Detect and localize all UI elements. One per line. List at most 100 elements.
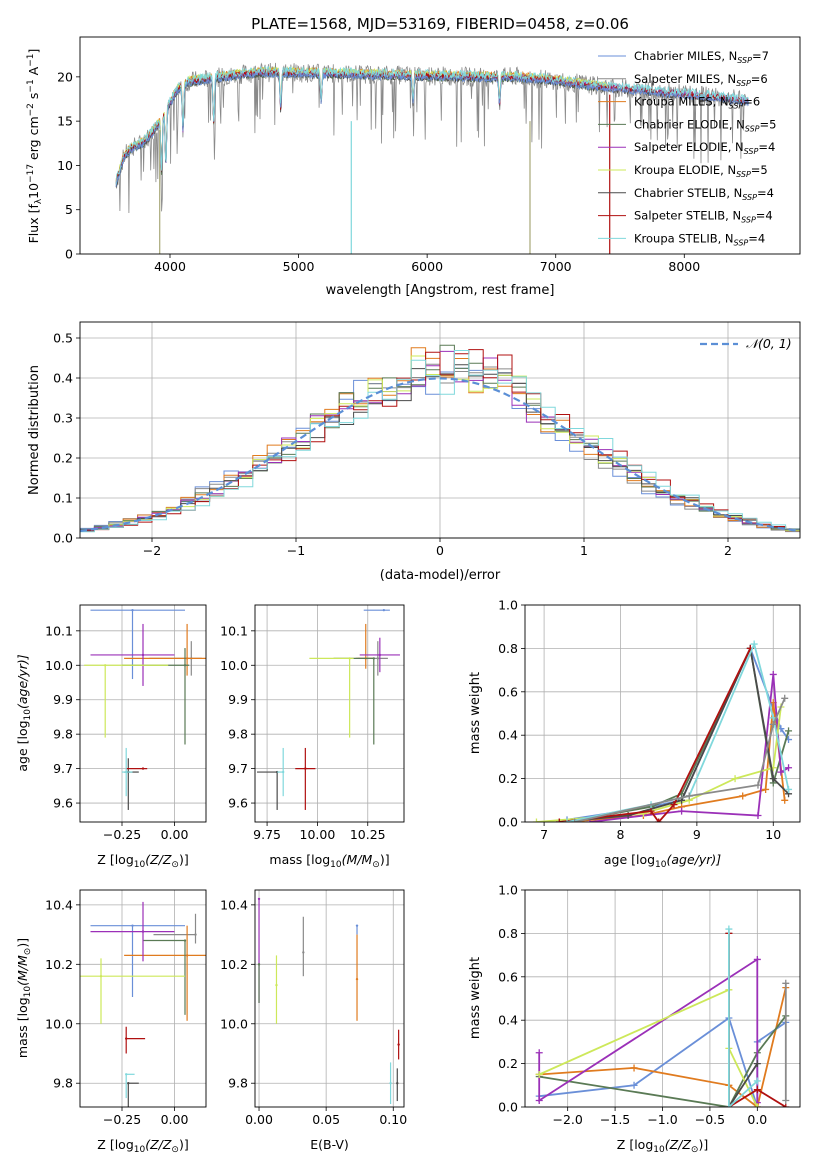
x-tick-label: 8 xyxy=(617,827,625,842)
y-tick-label: 10.4 xyxy=(220,897,248,912)
x-axis-label: Z [log10(Z/Z⊙)] xyxy=(617,1137,708,1155)
y-tick-label: 9.7 xyxy=(53,761,73,776)
weight-line-6 xyxy=(559,645,790,822)
spectrum-line-5 xyxy=(115,65,608,180)
x-tick-label: 6000 xyxy=(411,259,443,274)
data-point xyxy=(372,657,375,660)
y-tick-label: 10.2 xyxy=(220,957,248,972)
x-tick-label: 0.00 xyxy=(161,1112,189,1127)
weight-marker xyxy=(750,640,758,648)
weight-marker xyxy=(753,1077,761,1085)
x-tick-label: −0.5 xyxy=(695,1112,725,1127)
weight-marker xyxy=(754,781,762,789)
x-tick-label: 0.0 xyxy=(747,1112,767,1127)
legend-label: Chabrier STELIB, NSSP=4 xyxy=(634,186,774,202)
y-axis-label: mass [log10(M/M⊙)] xyxy=(15,938,33,1058)
weight-marker xyxy=(769,775,777,783)
y-tick-label: 0.3 xyxy=(53,411,73,426)
x-tick-label: −0.25 xyxy=(103,827,141,842)
weight-marker xyxy=(532,818,540,822)
weight-marker xyxy=(753,1086,761,1094)
data-point xyxy=(131,608,134,612)
weight-marker xyxy=(630,1081,638,1089)
x-axis-label: wavelength [Angstrom, rest frame] xyxy=(326,283,555,298)
weight-marker xyxy=(725,925,733,933)
data-point xyxy=(141,653,145,657)
data-point xyxy=(185,657,189,660)
y-tick-label: 15 xyxy=(57,114,73,129)
y-tick-label: 1.0 xyxy=(498,883,518,898)
legend-label: Kroupa STELIB, NSSP=4 xyxy=(634,231,765,247)
x-axis-label: mass [log10(M/M⊙)] xyxy=(269,852,389,870)
weight-marker xyxy=(777,768,785,776)
legend-label: Chabrier MILES, NSSP=7 xyxy=(634,49,769,65)
y-tick-label: 0.8 xyxy=(498,926,518,941)
spectrum-axes: 4000 5000 6000 7000 8000 0 5 10 15 20 wavelength [… xyxy=(26,36,801,298)
y-tick-label: 9.9 xyxy=(228,692,248,707)
weight-marker xyxy=(782,1096,790,1104)
x-tick-label: 10.25 xyxy=(350,827,386,842)
data-point xyxy=(355,977,359,981)
data-point xyxy=(131,924,134,927)
x-tick-label: 0.00 xyxy=(161,827,189,842)
y-tick-label: 10.2 xyxy=(45,957,73,972)
y-tick-label: 10.0 xyxy=(45,658,73,673)
data-point xyxy=(389,1082,392,1085)
axes-frame xyxy=(79,321,801,539)
y-tick-label: 10 xyxy=(57,158,73,173)
mass-vs-ebv-axes: 0.00 0.05 0.10 9.8 10.0 10.2 10.4 E(B-V) xyxy=(220,889,407,1152)
x-tick-label: 1 xyxy=(580,543,588,558)
y-tick-label: 0 xyxy=(65,247,73,262)
legend-label: Chabrier ELODIE, NSSP=5 xyxy=(634,117,776,133)
x-tick-label: 9 xyxy=(693,827,701,842)
weight-marker xyxy=(535,1096,543,1104)
weight-line-7 xyxy=(559,648,752,822)
y-tick-label: 10.0 xyxy=(220,1016,248,1031)
weight-marker xyxy=(630,1064,638,1072)
spectrum-line-7 xyxy=(115,68,749,184)
weight-marker xyxy=(655,818,663,822)
x-tick-label: 2 xyxy=(724,543,732,558)
weight-marker xyxy=(535,1070,543,1078)
axes-frame xyxy=(254,889,405,1108)
data-point xyxy=(378,653,382,657)
y-axis-label: mass weight xyxy=(468,672,483,754)
axes-frame xyxy=(254,604,405,823)
weight-vs-age-axes: 7 8 9 10 0.0 0.2 0.4 0.6 0.8 1.0 age [log10(age/yr… xyxy=(468,598,801,870)
weight-marker xyxy=(731,775,739,783)
weight-marker xyxy=(762,785,770,793)
y-tick-label: 10.0 xyxy=(220,658,248,673)
y-tick-label: 0.1 xyxy=(53,491,73,506)
legend-label: Salpeter STELIB, NSSP=4 xyxy=(634,209,773,225)
y-axis-label: Normed distribution xyxy=(27,365,42,495)
x-tick-label: −1 xyxy=(287,543,305,558)
x-tick-label: 0.00 xyxy=(245,1112,273,1127)
y-tick-label: 5 xyxy=(65,202,73,217)
weight-marker xyxy=(782,979,790,987)
data-point xyxy=(376,657,380,660)
legend-label: Kroupa ELODIE, NSSP=5 xyxy=(634,163,768,179)
weight-marker xyxy=(563,818,571,822)
y-tick-label: 0.2 xyxy=(53,451,73,466)
data-point xyxy=(183,664,187,667)
weight-line-8 xyxy=(728,929,758,1107)
age-vs-mass-axes: 9.75 10.00 10.25 9.6 9.7 9.8 9.9 10.0 10.1 mass [… xyxy=(220,604,405,870)
histogram-8 xyxy=(80,350,800,534)
data-point xyxy=(382,608,386,612)
weight-marker xyxy=(571,818,579,822)
y-tick-label: 0.6 xyxy=(498,684,518,699)
weight-marker xyxy=(685,792,693,800)
y-tick-label: 20 xyxy=(57,69,73,84)
weight-line-0 xyxy=(539,1016,787,1107)
weight-marker xyxy=(769,720,777,728)
y-tick-label: 0.6 xyxy=(498,969,518,984)
y-axis-label: mass weight xyxy=(468,957,483,1039)
data-point xyxy=(396,1082,399,1085)
data-point xyxy=(281,770,285,774)
y-tick-label: 1.0 xyxy=(498,598,518,613)
axes-frame xyxy=(79,36,801,255)
data-point xyxy=(125,1037,128,1040)
spectrum-line-8 xyxy=(115,66,749,185)
data-point xyxy=(183,939,187,942)
x-tick-label: 0 xyxy=(436,543,444,558)
